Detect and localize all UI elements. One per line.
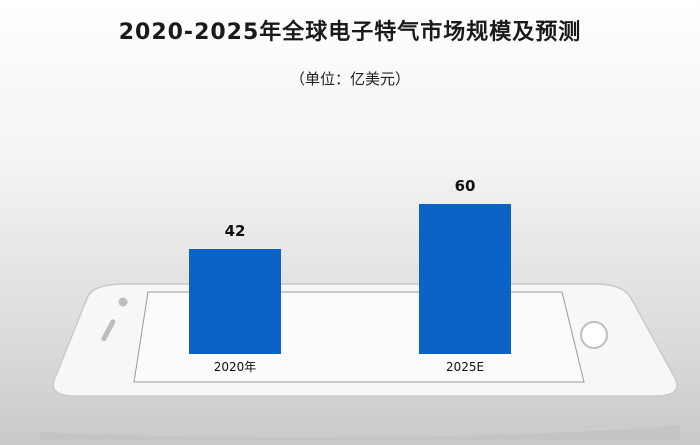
data-label-0: 42 xyxy=(225,222,246,240)
category-label-1: 2025E xyxy=(446,360,484,374)
category-label-0: 2020年 xyxy=(214,360,257,374)
phone-shadow xyxy=(40,425,680,440)
bar-0 xyxy=(189,249,281,354)
bar-1 xyxy=(419,204,511,354)
phone-camera-icon xyxy=(118,297,128,307)
phone-speaker-icon xyxy=(101,319,116,342)
data-label-1: 60 xyxy=(455,177,476,195)
chart-subtitle: （单位：亿美元） xyxy=(289,70,410,88)
phone-home-button-icon xyxy=(580,321,608,349)
phone-illustration xyxy=(40,283,680,440)
chart-title: 2020-2025年全球电子特气市场规模及预测 xyxy=(118,20,582,45)
bars-layer: 42 2020年 60 2025E xyxy=(189,177,511,374)
